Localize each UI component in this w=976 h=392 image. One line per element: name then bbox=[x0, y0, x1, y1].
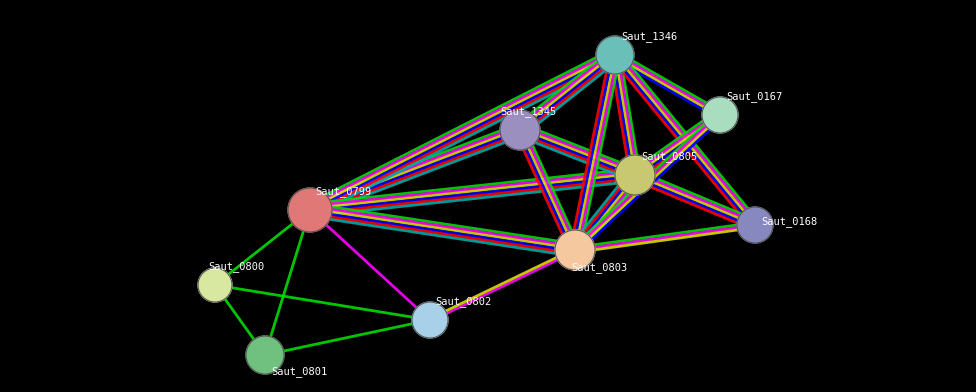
Text: Saut_0799: Saut_0799 bbox=[315, 187, 371, 198]
Text: Saut_0801: Saut_0801 bbox=[271, 367, 327, 377]
Circle shape bbox=[198, 268, 232, 302]
Circle shape bbox=[737, 207, 773, 243]
Text: Saut_1345: Saut_1345 bbox=[500, 107, 556, 118]
Text: Saut_1346: Saut_1346 bbox=[621, 31, 677, 42]
Circle shape bbox=[246, 336, 284, 374]
Text: Saut_0167: Saut_0167 bbox=[726, 92, 782, 102]
Circle shape bbox=[615, 155, 655, 195]
Text: Saut_0802: Saut_0802 bbox=[435, 296, 491, 307]
Circle shape bbox=[500, 110, 540, 150]
Circle shape bbox=[555, 230, 595, 270]
Text: Saut_0803: Saut_0803 bbox=[571, 263, 628, 274]
Circle shape bbox=[288, 188, 332, 232]
Text: Saut_0168: Saut_0168 bbox=[761, 216, 817, 227]
Circle shape bbox=[412, 302, 448, 338]
Text: Saut_0805: Saut_0805 bbox=[641, 152, 697, 162]
Circle shape bbox=[596, 36, 634, 74]
Text: Saut_0800: Saut_0800 bbox=[208, 261, 264, 272]
Circle shape bbox=[702, 97, 738, 133]
